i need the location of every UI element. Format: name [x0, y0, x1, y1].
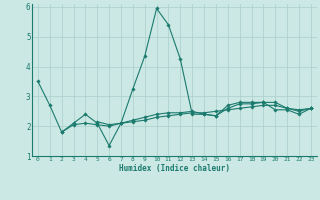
X-axis label: Humidex (Indice chaleur): Humidex (Indice chaleur) [119, 164, 230, 173]
